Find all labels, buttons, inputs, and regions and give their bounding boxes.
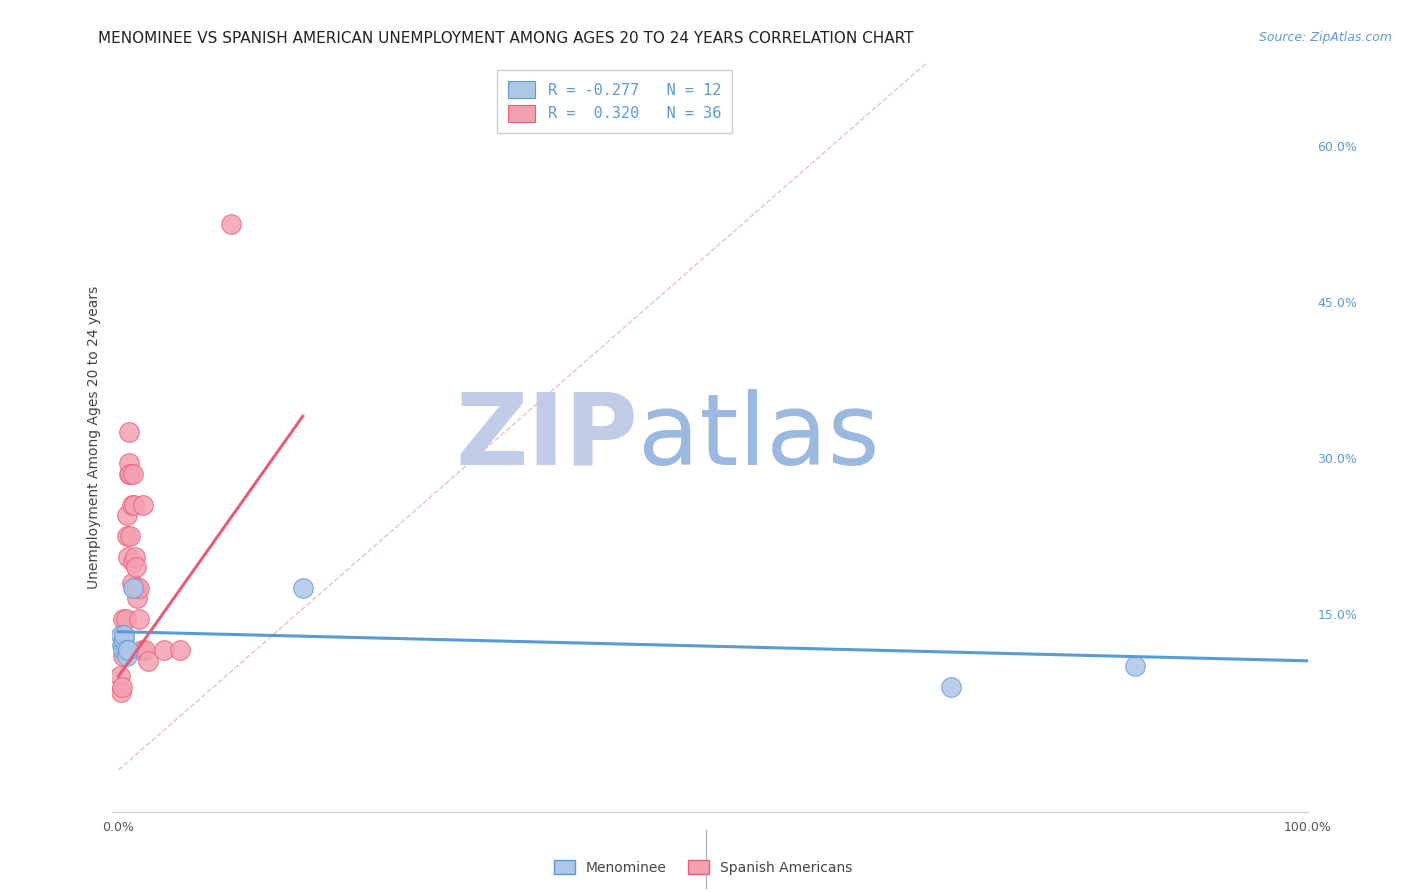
Point xyxy=(120,467,142,481)
Point xyxy=(117,549,139,564)
Point xyxy=(112,648,135,663)
Text: ZIP: ZIP xyxy=(456,389,638,485)
Point xyxy=(128,581,150,595)
Point xyxy=(291,581,314,595)
Point xyxy=(115,508,138,523)
Point xyxy=(128,612,150,626)
Point xyxy=(110,628,132,642)
Point xyxy=(117,643,139,657)
Point xyxy=(122,498,145,512)
Point xyxy=(114,612,136,626)
Point xyxy=(169,643,191,657)
Point xyxy=(112,643,135,657)
Point xyxy=(118,425,141,439)
Point xyxy=(121,581,143,595)
Point xyxy=(221,217,243,231)
Point xyxy=(111,680,134,694)
Text: atlas: atlas xyxy=(638,389,880,485)
Point xyxy=(112,643,135,657)
Legend: Menominee, Spanish Americans: Menominee, Spanish Americans xyxy=(548,855,858,880)
Point xyxy=(121,498,143,512)
Point xyxy=(122,581,145,595)
Point xyxy=(118,456,141,470)
Point xyxy=(108,669,131,683)
Point xyxy=(121,555,143,569)
Point xyxy=(132,498,155,512)
Point xyxy=(1123,659,1146,673)
Point xyxy=(112,628,135,642)
Point xyxy=(110,685,132,699)
Point xyxy=(127,591,149,606)
Point xyxy=(112,628,135,642)
Point xyxy=(112,612,135,626)
Point xyxy=(131,643,153,657)
Legend: R = -0.277   N = 12, R =  0.320   N = 36: R = -0.277 N = 12, R = 0.320 N = 36 xyxy=(498,70,731,133)
Point xyxy=(939,680,962,694)
Text: MENOMINEE VS SPANISH AMERICAN UNEMPLOYMENT AMONG AGES 20 TO 24 YEARS CORRELATION: MENOMINEE VS SPANISH AMERICAN UNEMPLOYME… xyxy=(98,31,914,46)
Point xyxy=(121,467,143,481)
Point xyxy=(118,467,141,481)
Point xyxy=(120,529,142,543)
Text: Source: ZipAtlas.com: Source: ZipAtlas.com xyxy=(1258,31,1392,45)
Y-axis label: Unemployment Among Ages 20 to 24 years: Unemployment Among Ages 20 to 24 years xyxy=(87,285,101,589)
Point xyxy=(124,549,146,564)
Point xyxy=(125,581,148,595)
Point xyxy=(114,643,136,657)
Point xyxy=(136,654,159,668)
Point xyxy=(152,643,174,657)
Point xyxy=(115,529,138,543)
Point xyxy=(134,643,156,657)
Point xyxy=(121,575,143,590)
Point xyxy=(125,560,148,574)
Point xyxy=(111,638,134,652)
Point xyxy=(112,633,135,648)
Point xyxy=(112,638,135,652)
Point xyxy=(115,648,138,663)
